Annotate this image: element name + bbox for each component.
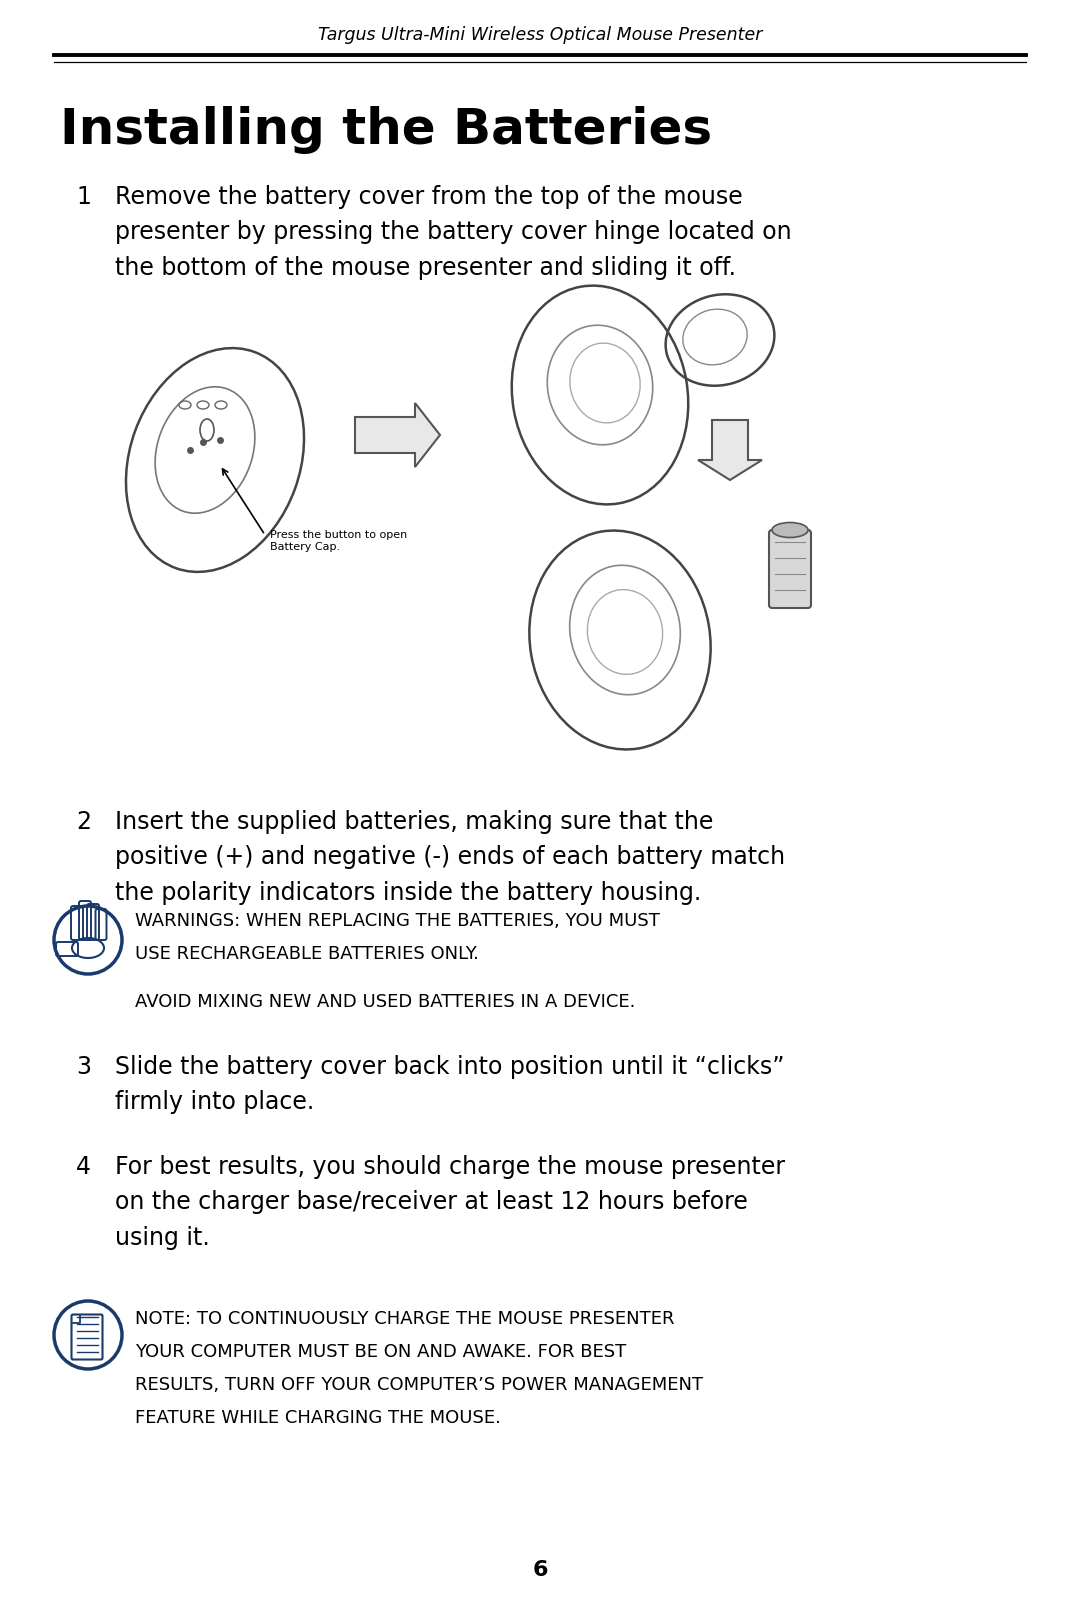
Ellipse shape (772, 523, 808, 538)
Text: RESULTS, TURN OFF YOUR COMPUTER’S POWER MANAGEMENT: RESULTS, TURN OFF YOUR COMPUTER’S POWER … (135, 1375, 703, 1393)
Text: Installing the Batteries: Installing the Batteries (60, 105, 712, 154)
Polygon shape (355, 403, 440, 467)
Text: 2: 2 (76, 810, 91, 834)
Text: Targus Ultra-Mini Wireless Optical Mouse Presenter: Targus Ultra-Mini Wireless Optical Mouse… (318, 26, 762, 44)
Text: Press the button to open
Battery Cap.: Press the button to open Battery Cap. (270, 530, 407, 551)
Text: FEATURE WHILE CHARGING THE MOUSE.: FEATURE WHILE CHARGING THE MOUSE. (135, 1409, 501, 1427)
Text: 4: 4 (76, 1155, 91, 1179)
Text: 3: 3 (76, 1055, 91, 1079)
Text: Insert the supplied batteries, making sure that the
positive (+) and negative (-: Insert the supplied batteries, making su… (114, 810, 785, 906)
Text: For best results, you should charge the mouse presenter
on the charger base/rece: For best results, you should charge the … (114, 1155, 785, 1249)
Polygon shape (698, 420, 762, 480)
Text: USE RECHARGEABLE BATTERIES ONLY.: USE RECHARGEABLE BATTERIES ONLY. (135, 944, 478, 962)
Text: 6: 6 (532, 1560, 548, 1580)
Text: AVOID MIXING NEW AND USED BATTERIES IN A DEVICE.: AVOID MIXING NEW AND USED BATTERIES IN A… (135, 993, 635, 1011)
Text: NOTE: TO CONTINUOUSLY CHARGE THE MOUSE PRESENTER: NOTE: TO CONTINUOUSLY CHARGE THE MOUSE P… (135, 1311, 675, 1328)
Text: Slide the battery cover back into position until it “clicks”
firmly into place.: Slide the battery cover back into positi… (114, 1055, 784, 1115)
Text: WARNINGS: WHEN REPLACING THE BATTERIES, YOU MUST: WARNINGS: WHEN REPLACING THE BATTERIES, … (135, 912, 660, 930)
Text: YOUR COMPUTER MUST BE ON AND AWAKE. FOR BEST: YOUR COMPUTER MUST BE ON AND AWAKE. FOR … (135, 1343, 626, 1361)
Text: 1: 1 (76, 185, 91, 209)
FancyBboxPatch shape (769, 530, 811, 608)
Text: Remove the battery cover from the top of the mouse
presenter by pressing the bat: Remove the battery cover from the top of… (114, 185, 792, 280)
